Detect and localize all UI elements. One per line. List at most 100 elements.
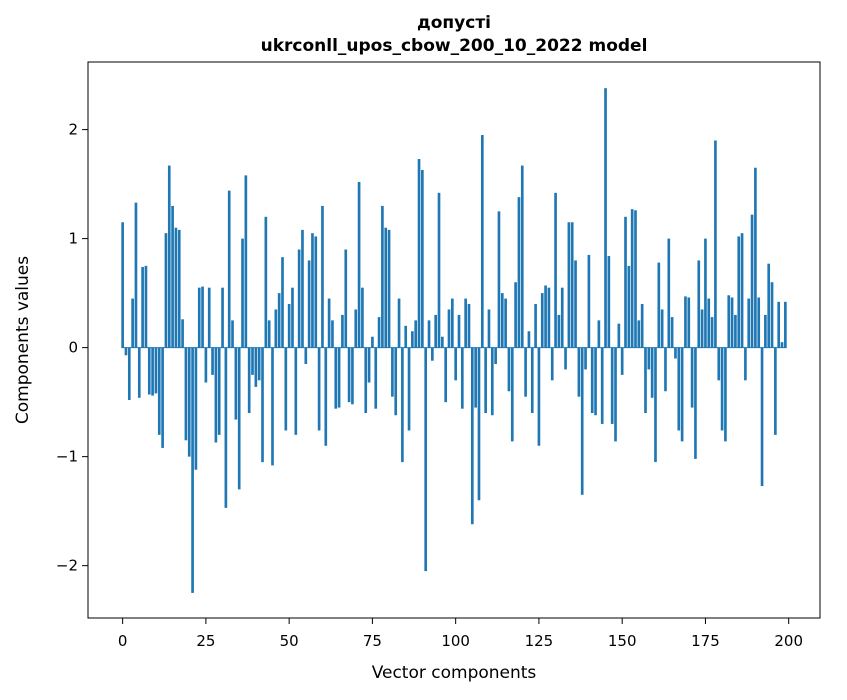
bar (474, 347, 477, 408)
bar (460, 347, 464, 409)
bar (121, 222, 124, 348)
bar (640, 304, 644, 348)
bar (520, 165, 524, 348)
bar (327, 298, 331, 348)
bar (594, 347, 597, 416)
bar (617, 323, 621, 348)
bar (377, 317, 381, 348)
bar (417, 159, 421, 348)
bar (151, 347, 154, 396)
bar (241, 238, 244, 348)
bar (774, 347, 777, 435)
bar (740, 233, 744, 348)
bar (357, 181, 361, 348)
bar (277, 293, 281, 348)
bar (580, 347, 584, 495)
bar (194, 347, 198, 470)
bar (421, 169, 424, 348)
bar (444, 347, 447, 403)
bar (584, 347, 587, 370)
bar (227, 190, 231, 348)
bar (657, 262, 661, 348)
bar (564, 347, 567, 370)
bar (184, 347, 188, 441)
bar (477, 347, 481, 501)
bar (754, 167, 757, 348)
bar (540, 293, 544, 348)
bar (281, 257, 284, 348)
bar (397, 298, 401, 348)
bar (317, 347, 321, 431)
bar (470, 347, 474, 525)
bar (770, 282, 774, 348)
bar (757, 297, 761, 348)
bar (544, 285, 547, 348)
bar (141, 266, 144, 348)
bar (411, 331, 414, 348)
bar (154, 347, 158, 394)
bar (570, 222, 574, 348)
bar (720, 347, 724, 431)
bar (527, 331, 531, 348)
bar (311, 233, 314, 348)
bar (367, 347, 371, 383)
bar (547, 287, 551, 348)
bar (197, 287, 201, 348)
bar (224, 347, 228, 508)
bar (664, 347, 667, 392)
bar (237, 347, 241, 490)
bar (324, 347, 328, 446)
bar (167, 165, 171, 348)
bar (677, 347, 681, 431)
bar (554, 192, 557, 348)
bar (530, 347, 534, 414)
bar (207, 287, 211, 348)
bar (264, 216, 268, 348)
bar (684, 296, 687, 348)
x-tick-label: 175 (691, 632, 720, 650)
bar (391, 347, 394, 397)
bar (637, 320, 641, 348)
bar (644, 347, 647, 414)
bar (517, 197, 521, 348)
bar (690, 347, 694, 408)
y-tick-label: −1 (56, 448, 78, 466)
bar (704, 238, 707, 348)
bar (131, 298, 134, 348)
bar (614, 347, 617, 442)
bar (171, 205, 174, 348)
bar (607, 256, 611, 348)
bar (304, 347, 308, 364)
bar (187, 347, 191, 457)
bar (627, 265, 631, 348)
bar (717, 347, 721, 381)
bar (364, 347, 368, 414)
bar (254, 347, 258, 387)
bar (381, 205, 384, 348)
bar (447, 309, 451, 348)
x-tick-label: 125 (525, 632, 554, 650)
chart-title-line2: ukrconll_upos_cbow_200_10_2022 model (261, 36, 648, 56)
bar (401, 347, 404, 463)
bar (321, 205, 324, 348)
bar (574, 260, 577, 348)
bar (161, 347, 164, 448)
x-tick-label: 0 (118, 632, 128, 650)
bar (414, 320, 418, 348)
x-tick-label: 75 (363, 632, 382, 650)
bar (221, 287, 224, 348)
bar (577, 347, 581, 397)
bar (764, 314, 767, 348)
y-tick-label: 0 (68, 339, 78, 357)
bar (437, 192, 441, 348)
bar (157, 347, 161, 435)
bar (550, 347, 554, 381)
bar (331, 320, 334, 348)
bar (261, 347, 264, 463)
bars-group (121, 88, 787, 593)
bar (301, 229, 304, 348)
bar (467, 304, 471, 348)
bar (487, 309, 491, 348)
bar (297, 249, 301, 348)
